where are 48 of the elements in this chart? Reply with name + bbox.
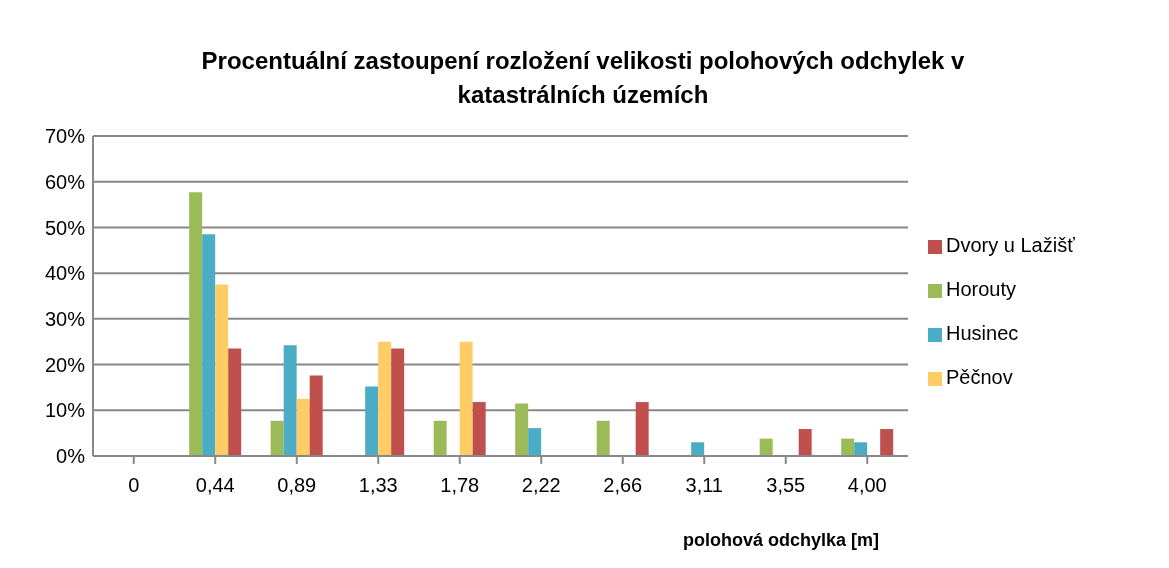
bar bbox=[472, 402, 486, 456]
bar bbox=[691, 442, 705, 456]
bar bbox=[189, 192, 203, 456]
x-tick-label: 2,22 bbox=[521, 474, 561, 497]
bar bbox=[854, 442, 868, 456]
bar bbox=[215, 284, 229, 456]
bar bbox=[528, 428, 542, 456]
x-tick-label: 3,55 bbox=[766, 474, 806, 497]
y-tick-label: 0% bbox=[56, 445, 86, 468]
x-tick-label: 1,33 bbox=[358, 474, 398, 497]
bar bbox=[228, 348, 242, 456]
legend-label: Horouty bbox=[946, 278, 1017, 300]
x-tick-label: 0,89 bbox=[277, 474, 317, 497]
bar bbox=[515, 403, 529, 456]
legend-label: Pěčnov bbox=[946, 366, 1013, 388]
y-tick-label: 10% bbox=[44, 399, 86, 422]
y-tick-label: 60% bbox=[44, 170, 86, 193]
bar bbox=[433, 420, 447, 456]
bar bbox=[759, 438, 773, 456]
x-tick-label: 1,78 bbox=[440, 474, 480, 497]
y-tick-label: 20% bbox=[44, 353, 86, 376]
x-tick-label: 2,66 bbox=[603, 474, 643, 497]
bar bbox=[283, 345, 297, 456]
x-tick-label: 0 bbox=[128, 474, 140, 497]
x-axis-title: polohová odchylka [m] bbox=[683, 530, 880, 551]
bar bbox=[798, 429, 812, 456]
y-tick-label: 40% bbox=[44, 262, 86, 285]
bar bbox=[596, 420, 610, 456]
bar bbox=[309, 375, 323, 456]
legend-label: Husinec bbox=[946, 322, 1019, 344]
y-tick-label: 70% bbox=[44, 125, 86, 148]
bar bbox=[270, 420, 284, 456]
x-tick-label: 3,11 bbox=[685, 474, 723, 497]
x-tick-label: 4,00 bbox=[847, 474, 887, 497]
y-tick-label: 30% bbox=[44, 307, 86, 330]
x-tick-label: 0,44 bbox=[195, 474, 235, 497]
bar bbox=[378, 341, 392, 456]
y-tick-label: 50% bbox=[44, 216, 86, 239]
bar bbox=[459, 341, 473, 456]
bar bbox=[880, 429, 894, 456]
bar bbox=[841, 438, 855, 456]
bar bbox=[296, 398, 310, 456]
chart-title: Procentuální zastoupení rozložení velikosti polohových odchylek v katastrálních územích bbox=[200, 46, 966, 110]
legend-label: Dvory u Lažišť bbox=[946, 234, 1075, 256]
bar bbox=[365, 386, 379, 456]
bar bbox=[635, 402, 649, 456]
bar bbox=[202, 234, 216, 456]
bar bbox=[391, 348, 405, 456]
